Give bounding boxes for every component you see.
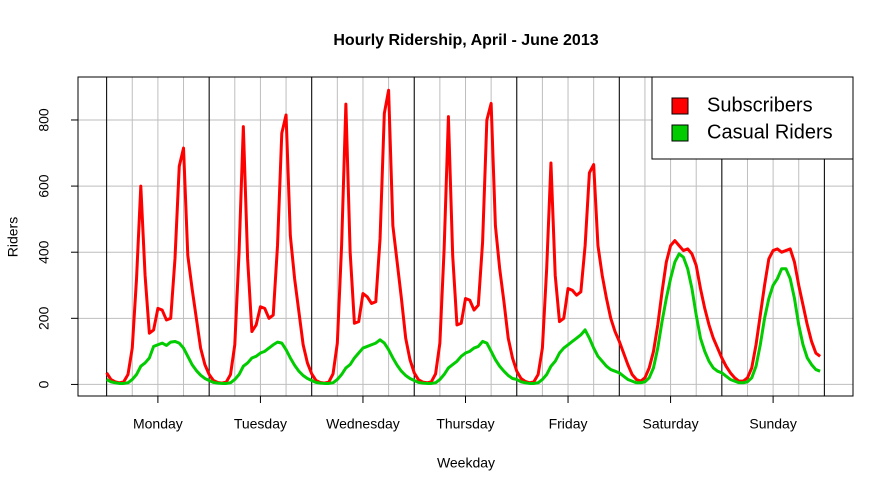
x-tick-label: Friday <box>549 416 588 432</box>
x-tick-label: Tuesday <box>234 416 287 432</box>
y-tick-label: 400 <box>36 240 52 264</box>
plot-border <box>77 76 854 397</box>
legend-label: Subscribers <box>707 94 813 116</box>
x-tick-label: Thursday <box>436 416 494 432</box>
x-tick-label: Sunday <box>749 416 796 432</box>
x-tick-label: Wednesday <box>326 416 400 432</box>
legend-label: Casual Riders <box>707 121 833 143</box>
legend-swatch <box>671 97 689 115</box>
y-tick-label: 600 <box>36 174 52 198</box>
series-line <box>105 252 821 385</box>
legend-swatch <box>671 124 689 142</box>
y-tick-label: 800 <box>36 108 52 132</box>
y-tick-label: 200 <box>36 306 52 330</box>
chart-title: Hourly Ridership, April - June 2013 <box>333 32 598 49</box>
x-tick-label: Monday <box>133 416 183 432</box>
y-tick-label: 0 <box>36 380 52 388</box>
x-axis-label: Weekday <box>437 455 495 471</box>
legend-box <box>651 76 854 160</box>
x-tick-label: Saturday <box>643 416 699 432</box>
y-axis-label: Riders <box>5 217 21 257</box>
